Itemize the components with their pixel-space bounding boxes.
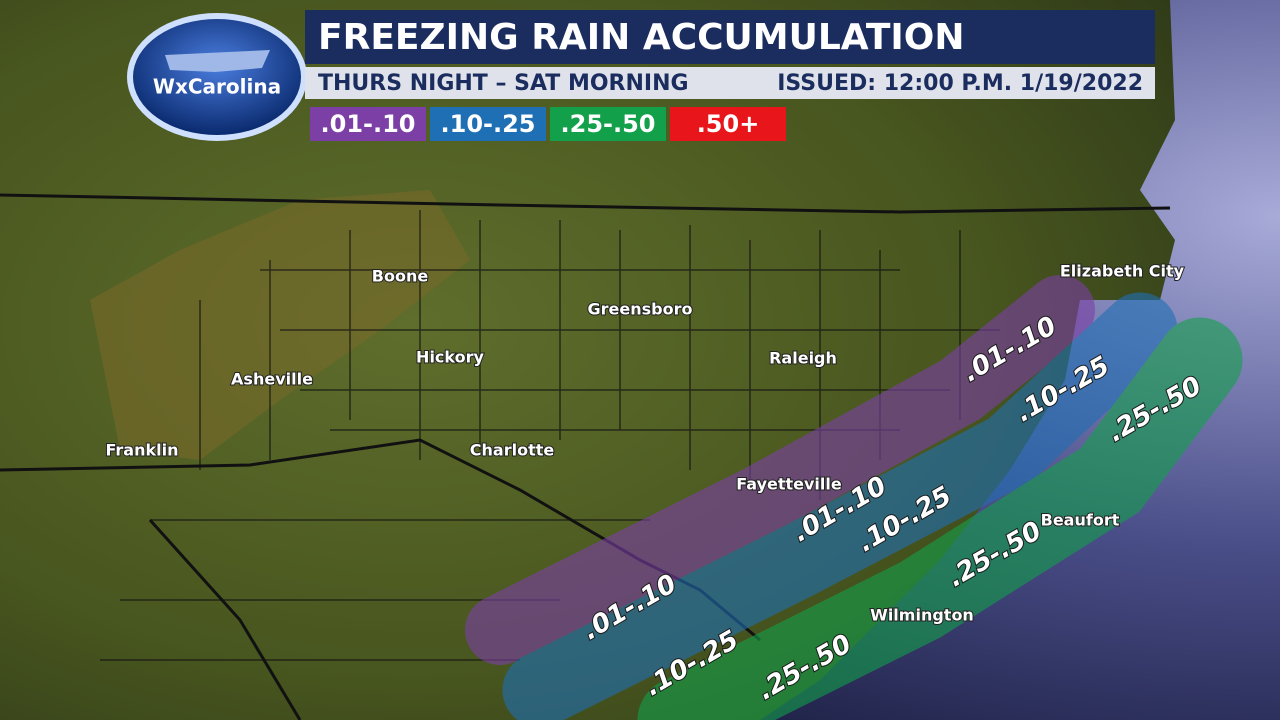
city-label: Fayetteville [736, 475, 842, 494]
city-label: Charlotte [470, 441, 555, 460]
legend-swatch [430, 107, 546, 141]
logo [133, 19, 301, 135]
city-label: Hickory [416, 348, 484, 367]
bands [465, 275, 1243, 724]
city-label: Elizabeth City [1060, 262, 1185, 281]
city-label: Wilmington [870, 606, 974, 625]
city-label: Greensboro [588, 300, 693, 319]
county-lines [100, 210, 1000, 661]
subtitle-bar [305, 67, 1155, 99]
legend-label: .50+ [697, 110, 760, 138]
title: FREEZING RAIN ACCUMULATION [318, 17, 965, 58]
city-label: Boone [372, 267, 429, 286]
legend-label: .25-.50 [561, 110, 656, 138]
city-label: Raleigh [769, 349, 837, 368]
city-label: Beaufort [1041, 511, 1120, 530]
legend-label: .10-.25 [441, 110, 536, 138]
legend-swatch [310, 107, 426, 141]
city-label: Franklin [106, 441, 179, 460]
logo-state [165, 50, 270, 72]
mountains [90, 190, 470, 460]
legend-swatch [550, 107, 666, 141]
logo-text: WxCarolina [153, 75, 281, 99]
city-label: Asheville [231, 370, 313, 389]
legend-label: .01-.10 [321, 110, 416, 138]
title-bar [305, 10, 1155, 64]
legend-swatch [670, 107, 786, 141]
issued: ISSUED: 12:00 P.M. 1/19/2022 [777, 71, 1143, 96]
subtitle: THURS NIGHT – SAT MORNING [318, 71, 689, 96]
